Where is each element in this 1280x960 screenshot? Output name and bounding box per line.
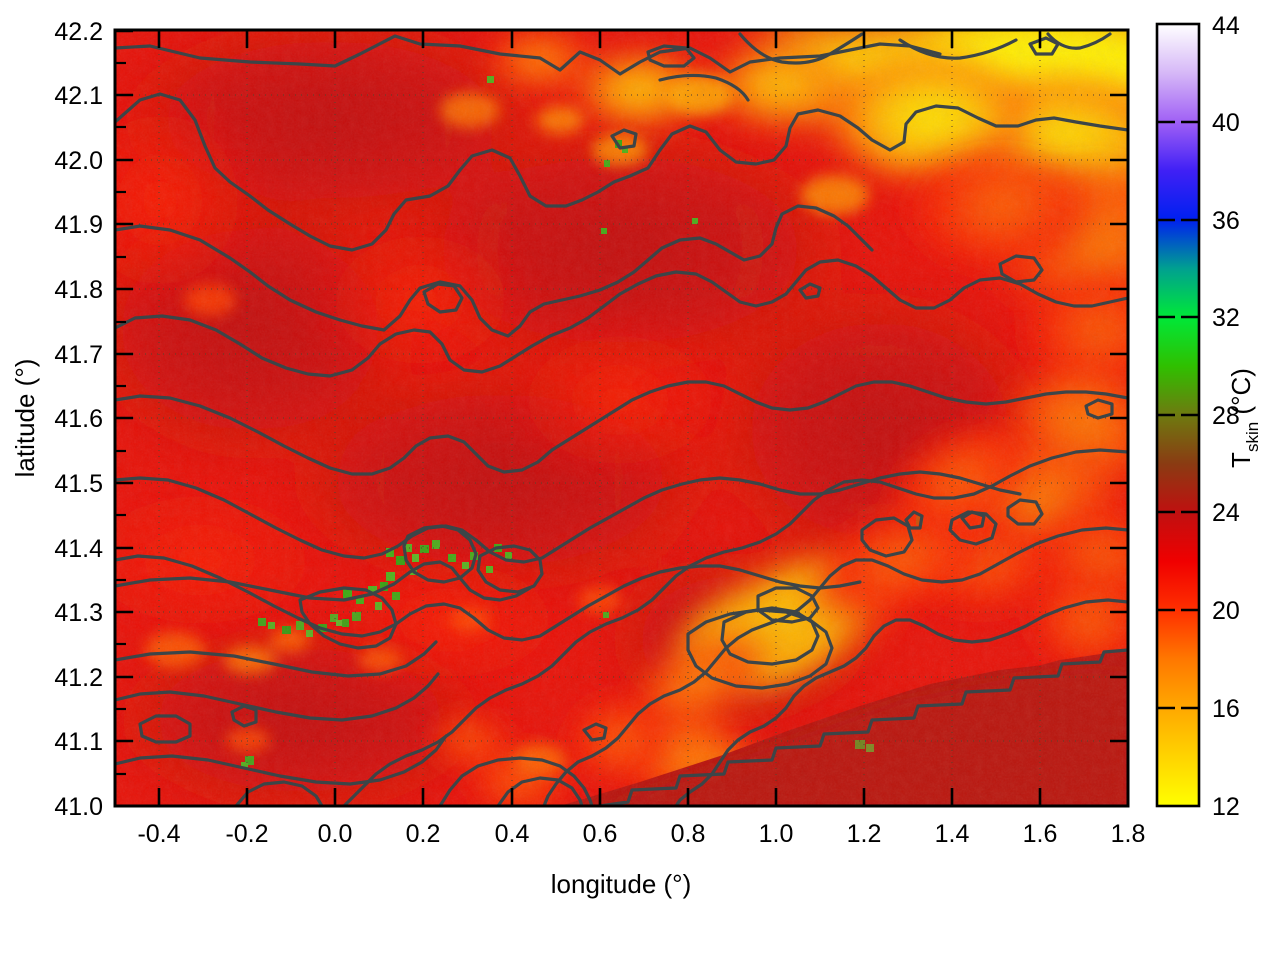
y-tick-41.3: 41.3 (54, 599, 103, 627)
x-tick-1.8: 1.8 (1111, 820, 1146, 848)
y-axis-title: latitude (°) (10, 359, 40, 478)
y-tick-42.2: 42.2 (54, 18, 103, 46)
cbar-tick-20: 20 (1212, 597, 1240, 625)
svg-text:Tskin (°C): Tskin (°C) (1226, 368, 1262, 468)
y-tick-41.1: 41.1 (54, 728, 103, 756)
contour-lines (115, 32, 1128, 806)
cbar-tick-32: 32 (1212, 304, 1240, 332)
x-tick--0.2: -0.2 (225, 820, 268, 848)
x-tick-0.2: 0.2 (406, 820, 441, 848)
y-tick-41.8: 41.8 (54, 276, 103, 304)
x-tick-1.6: 1.6 (1023, 820, 1058, 848)
x-tick-1.2: 1.2 (847, 820, 882, 848)
colorbar-ticks (1157, 120, 1199, 710)
cbar-tick-28: 28 (1212, 402, 1240, 430)
y-tick-41.6: 41.6 (54, 405, 103, 433)
x-tick-0.0: 0.0 (318, 820, 353, 848)
y-tick-42.1: 42.1 (54, 82, 103, 110)
heatmap-raster (115, 30, 1128, 806)
colorbar[interactable]: 12 16 20 24 28 32 36 40 44 Tskin (°C) (1155, 12, 1262, 821)
colorbar-title-subscript: skin (1243, 422, 1262, 452)
cbar-tick-44: 44 (1212, 12, 1240, 40)
x-tick-0.6: 0.6 (583, 820, 618, 848)
x-tick-1.0: 1.0 (759, 820, 794, 848)
x-tick--0.4: -0.4 (137, 820, 180, 848)
x-tick-1.4: 1.4 (935, 820, 970, 848)
x-axis-tick-labels: -0.4 -0.2 0.0 0.2 0.4 0.6 0.8 1.0 1.2 1.… (137, 820, 1145, 848)
y-tick-41.5: 41.5 (54, 470, 103, 498)
axis-ticks (115, 29, 1128, 808)
y-tick-41.0: 41.0 (54, 793, 103, 821)
colorbar-title-base: T (1226, 452, 1256, 468)
colorbar-title-unit: (°C) (1226, 368, 1256, 415)
y-tick-42.0: 42.0 (54, 147, 103, 175)
x-axis-title: longitude (°) (551, 869, 691, 899)
y-tick-41.7: 41.7 (54, 341, 103, 369)
cbar-tick-12: 12 (1212, 793, 1240, 821)
y-tick-41.4: 41.4 (54, 535, 103, 563)
y-tick-41.2: 41.2 (54, 664, 103, 692)
y-axis-tick-labels: 41.0 41.1 41.2 41.3 41.4 41.5 41.6 41.7 … (54, 18, 103, 821)
x-tick-0.4: 0.4 (495, 820, 530, 848)
x-tick-0.8: 0.8 (671, 820, 706, 848)
cbar-tick-36: 36 (1212, 207, 1240, 235)
colorbar-tick-labels: 12 16 20 24 28 32 36 40 44 (1212, 12, 1240, 821)
colorbar-title: Tskin (°C) (1226, 368, 1262, 468)
cbar-tick-40: 40 (1212, 109, 1240, 137)
cbar-tick-16: 16 (1212, 695, 1240, 723)
y-tick-41.9: 41.9 (54, 211, 103, 239)
cbar-tick-24: 24 (1212, 499, 1240, 527)
